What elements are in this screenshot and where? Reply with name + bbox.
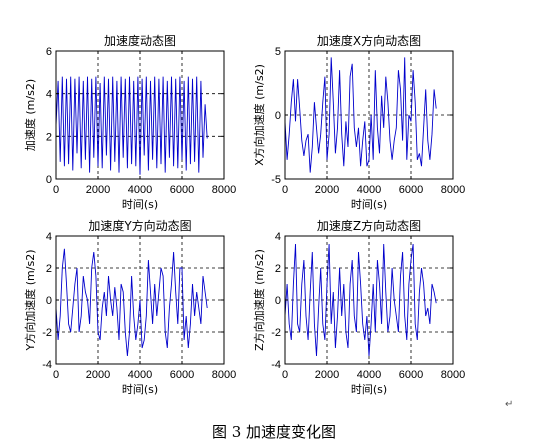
y-tick-label: 0 xyxy=(275,295,281,307)
y-tick-label: -2 xyxy=(271,327,281,339)
figure-caption: 图 3 加速度变化图 xyxy=(211,423,337,441)
chart-panel-2: 0 2000 4000 6000 8000-505加速度X方向动态图时间(s)X方向加速… xyxy=(252,33,465,211)
x-tick-label: 6000 xyxy=(170,369,194,381)
x-tick-label: 2000 xyxy=(315,184,339,196)
y-tick-label: -2 xyxy=(42,327,52,339)
x-tick-label: 8000 xyxy=(212,184,236,196)
x-tick-label: 2000 xyxy=(315,369,339,381)
y-tick-label: 4 xyxy=(46,89,52,101)
series-line-1 xyxy=(284,243,437,357)
x-tick-label: 2000 xyxy=(86,184,110,196)
x-axis-label: 时间(s) xyxy=(351,383,387,396)
y-axis-label: Y方向加速度 (m/s2) xyxy=(23,250,37,352)
y-tick-label: 0 xyxy=(275,110,281,122)
y-tick-label: 4 xyxy=(275,231,281,243)
y-tick-label: -4 xyxy=(271,359,281,371)
x-axis-label: 时间(s) xyxy=(351,198,387,211)
chart-title: 加速度Y方向动态图 xyxy=(88,218,191,233)
x-tick-label: 0 xyxy=(282,184,288,196)
chart-title: 加速度动态图 xyxy=(104,33,176,48)
x-tick-label: 6000 xyxy=(399,184,423,196)
y-tick-label: 5 xyxy=(275,46,281,58)
x-tick-label: 8000 xyxy=(441,369,465,381)
x-axis-label: 时间(s) xyxy=(122,383,158,396)
x-tick-label: 8000 xyxy=(212,369,236,381)
x-tick-label: 6000 xyxy=(170,184,194,196)
x-axis-label: 时间(s) xyxy=(122,198,158,211)
series-line-1 xyxy=(284,57,437,173)
x-tick-label: 4000 xyxy=(128,184,152,196)
y-tick-label: 0 xyxy=(46,174,52,186)
y-tick-label: 2 xyxy=(275,263,281,275)
y-tick-label: -5 xyxy=(271,174,281,186)
y-tick-label: 2 xyxy=(46,131,52,143)
x-tick-label: 6000 xyxy=(399,369,423,381)
paragraph-mark: ↵ xyxy=(505,399,514,410)
series-line-1 xyxy=(55,248,208,357)
y-axis-label: Z方向加速度 (m/s2) xyxy=(252,249,266,351)
x-tick-label: 4000 xyxy=(357,184,381,196)
series-line-1 xyxy=(55,76,208,175)
x-tick-label: 2000 xyxy=(86,369,110,381)
y-tick-label: 4 xyxy=(46,231,52,243)
y-tick-label: 2 xyxy=(46,263,52,275)
y-axis-label: X方向加速度 (m/s2) xyxy=(252,64,266,166)
chart-title: 加速度X方向动态图 xyxy=(317,33,421,48)
y-tick-label: 6 xyxy=(46,46,52,58)
x-tick-label: 0 xyxy=(53,184,59,196)
x-tick-label: 8000 xyxy=(441,184,465,196)
x-tick-label: 4000 xyxy=(128,369,152,381)
y-tick-label: -4 xyxy=(42,359,52,371)
y-tick-label: 0 xyxy=(46,295,52,307)
y-axis-label: 加速度 (m/s2) xyxy=(23,79,37,151)
x-tick-label: 0 xyxy=(53,369,59,381)
chart-title: 加速度Z方向动态图 xyxy=(317,218,421,233)
x-tick-label: 0 xyxy=(282,369,288,381)
x-tick-label: 4000 xyxy=(357,369,381,381)
